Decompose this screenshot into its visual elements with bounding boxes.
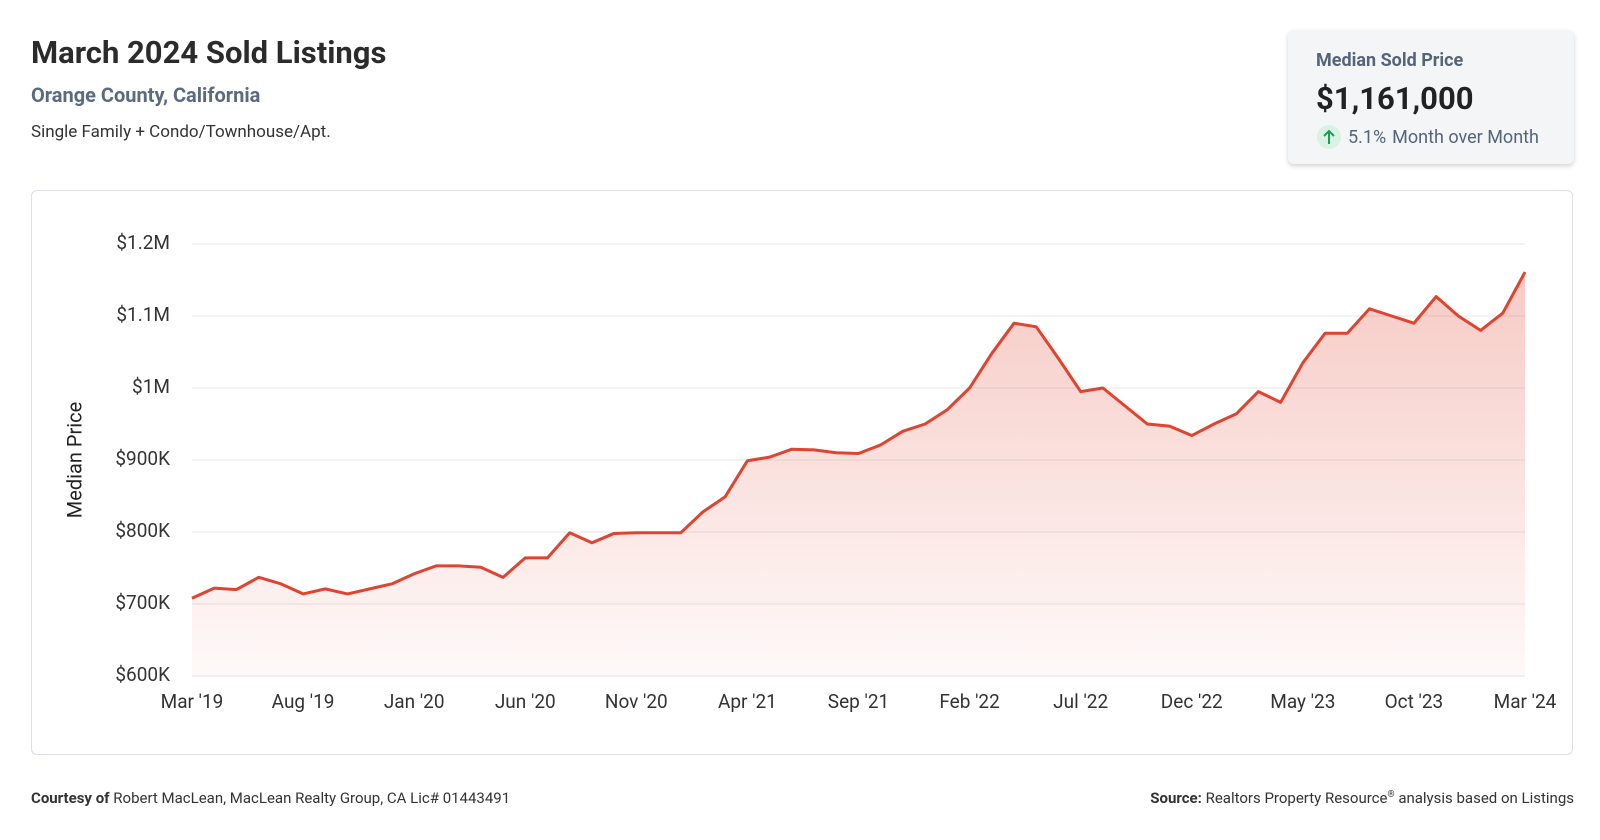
x-tick-label: May '23: [1270, 690, 1335, 713]
footer-courtesy: Courtesy of Robert MacLean, MacLean Real…: [31, 789, 510, 807]
x-tick-label: Sep '21: [828, 690, 889, 713]
source-rest: analysis based on Listings: [1398, 789, 1574, 807]
kpi-card: Median Sold Price $1,161,000 5.1% Month …: [1288, 30, 1574, 164]
footer-source: Source: Realtors Property Resource® anal…: [1150, 789, 1574, 807]
line: [191, 271, 1527, 600]
area: [192, 272, 1525, 676]
page-title: March 2024 Sold Listings: [31, 34, 387, 71]
y-tick-label: $600K: [115, 663, 170, 686]
y-tick-label: $900K: [115, 447, 170, 470]
up-arrow-icon: [1317, 125, 1341, 149]
courtesy-text: Robert MacLean, MacLean Realty Group, CA…: [113, 789, 511, 807]
y-tick-label: $1.1M: [116, 303, 170, 326]
x-tick-label: Nov '20: [605, 690, 668, 713]
x-tick-label: Feb '22: [939, 690, 999, 713]
chart: Median Price $600K $700K $800K $900K $1M $1.1…: [62, 231, 1557, 713]
location: Orange County, California: [31, 83, 261, 107]
y-axis-label: Median Price: [62, 402, 86, 518]
courtesy-label: Courtesy of: [31, 789, 110, 807]
x-tick-label: Mar '19: [161, 690, 224, 713]
y-tick-label: $1.2M: [116, 231, 170, 254]
kpi-change: 5.1%: [1348, 126, 1387, 148]
x-tick-label: Jul '22: [1053, 690, 1108, 713]
x-tick-label: Jun '20: [495, 690, 556, 713]
x-tick-label: Apr '21: [718, 690, 777, 713]
source-name: Realtors Property Resource: [1205, 789, 1388, 807]
property-types: Single Family + Condo/Townhouse/Apt.: [31, 122, 331, 142]
x-tick-label: Jan '20: [384, 690, 445, 713]
kpi-change-row: 5.1% Month over Month: [1316, 124, 1539, 150]
x-tick-label: Mar '24: [1494, 690, 1557, 713]
kpi-change-period: Month over Month: [1392, 126, 1539, 148]
kpi-label: Median Sold Price: [1316, 50, 1464, 71]
y-tick-label: $700K: [115, 591, 170, 614]
x-tick-label: Oct '23: [1385, 690, 1444, 713]
chart-panel: [31, 190, 1573, 755]
y-tick-label: $800K: [115, 519, 170, 542]
x-tick-label: Aug '19: [272, 690, 335, 713]
source-mark: ®: [1387, 790, 1395, 800]
y-tick-label: $1M: [132, 375, 170, 398]
source-label: Source:: [1150, 789, 1202, 807]
x-tick-label: Dec '22: [1161, 690, 1223, 713]
kpi-value: $1,161,000: [1316, 80, 1474, 117]
